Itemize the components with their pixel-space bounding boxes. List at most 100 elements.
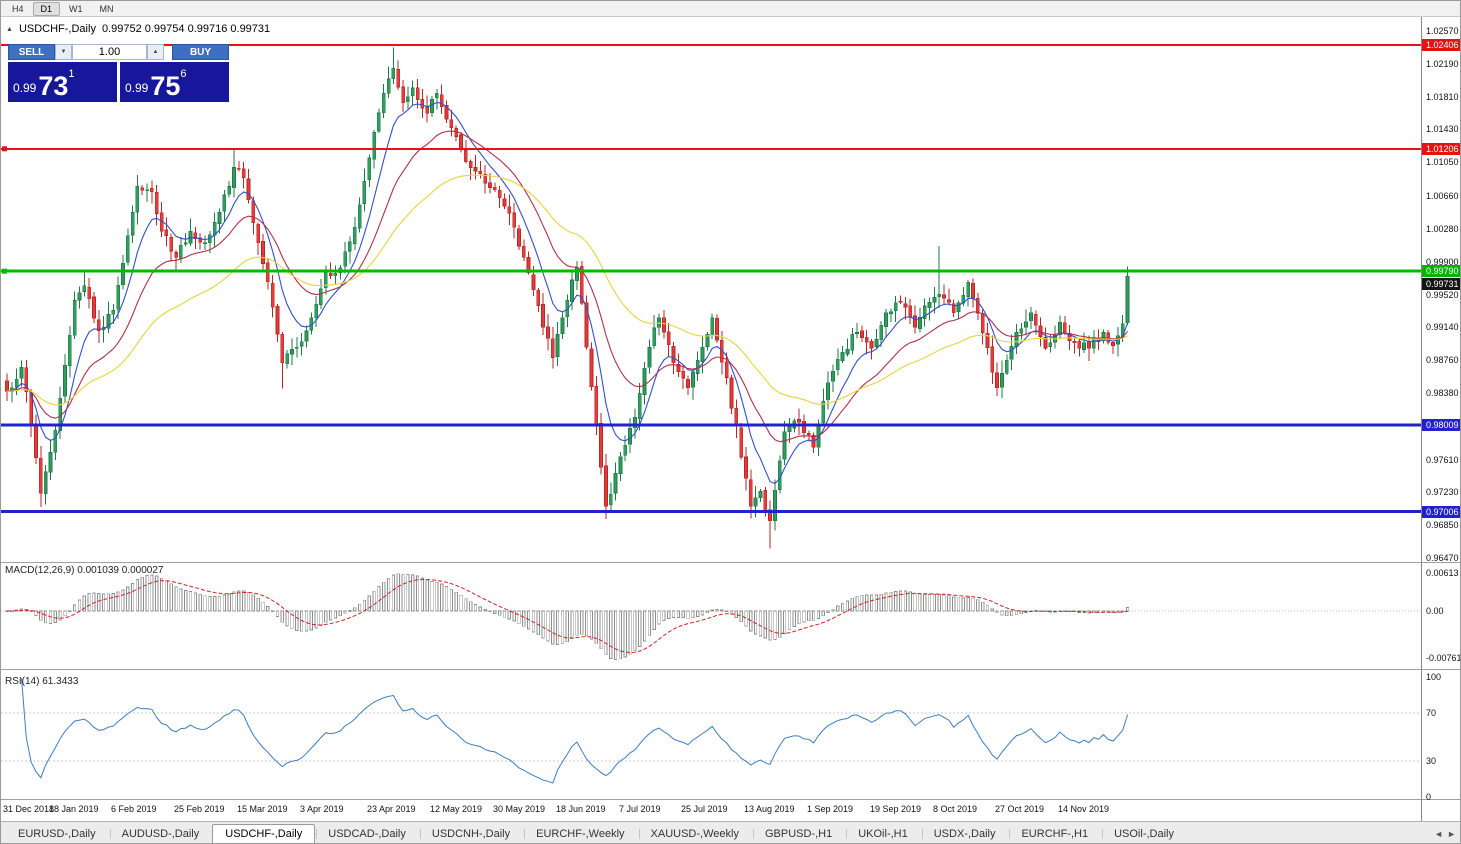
tab-usdx-daily[interactable]: USDX-,Daily xyxy=(921,824,1009,844)
date-label: 15 Mar 2019 xyxy=(237,804,288,814)
price-axis[interactable]: 1.02570 1.02190 1.01810 1.01430 1.01050 1.006… xyxy=(1422,17,1460,821)
macd-histogram xyxy=(5,573,1130,660)
rsi-line xyxy=(21,678,1129,784)
price-tick: 0.98380 xyxy=(1426,388,1459,398)
timeframe-button-w1[interactable]: W1 xyxy=(69,3,83,14)
chart-ohlc-values: 0.99752 0.99754 0.99716 0.99731 xyxy=(101,23,271,35)
ma-fast-line xyxy=(6,101,1129,485)
price-marker: 0.98009 xyxy=(1422,419,1460,431)
date-label: 13 Aug 2019 xyxy=(744,804,795,814)
price-tick: 0.99520 xyxy=(1426,290,1459,300)
timeframe-toolbar: H4 D1 W1 MN xyxy=(1,1,1460,17)
date-label: 8 Oct 2019 xyxy=(933,804,978,814)
buy-price-point: 6 xyxy=(180,68,187,80)
chart-title: ▲ USDCHF-,Daily 0.99752 0.99754 0.99716 … xyxy=(6,23,270,35)
date-label: 27 Oct 2019 xyxy=(995,804,1045,814)
price-tick: 1.01050 xyxy=(1426,157,1459,167)
chart-canvas[interactable] xyxy=(1,17,1461,821)
tab-audusd-daily[interactable]: AUDUSD-,Daily xyxy=(109,824,213,844)
date-label: 25 Jul 2019 xyxy=(681,804,728,814)
price-marker: 0.97006 xyxy=(1422,506,1460,518)
line-handle[interactable] xyxy=(2,146,7,152)
ma-slow-line xyxy=(6,174,1128,406)
price-tick: 1.00660 xyxy=(1426,191,1459,201)
tab-usoil-daily[interactable]: USOil-,Daily xyxy=(1101,824,1187,844)
macd-axis-tick: 0.00 xyxy=(1426,606,1444,616)
date-label: 18 Jan 2019 xyxy=(49,804,99,814)
date-label: 1 Sep 2019 xyxy=(807,804,854,814)
price-tick: 0.97610 xyxy=(1426,455,1459,465)
line-handle[interactable] xyxy=(2,268,7,274)
price-marker: 1.02406 xyxy=(1422,39,1460,51)
date-label: 7 Jul 2019 xyxy=(619,804,661,814)
volume-up-button[interactable]: ▲ xyxy=(147,44,164,60)
buy-price-display[interactable]: 0.99 75 6 xyxy=(120,62,229,102)
ma-medium-line xyxy=(6,130,1129,443)
buy-button[interactable]: BUY xyxy=(172,44,229,60)
sell-price-pips: 73 xyxy=(38,71,69,102)
timeframe-button-h4[interactable]: H4 xyxy=(12,3,24,14)
macd-signal-line xyxy=(7,578,1128,654)
volume-input[interactable]: 1.00 xyxy=(72,44,147,60)
one-click-trading-panel: SELL ▼ 1.00 ▲ BUY 0.99 73 1 0.99 75 6 xyxy=(8,44,229,102)
candlestick-series xyxy=(5,47,1130,549)
tab-scroll-right-icon[interactable]: ► xyxy=(1447,828,1456,839)
price-tick: 0.96470 xyxy=(1426,553,1459,563)
tab-eurchf-h1[interactable]: EURCHF-,H1 xyxy=(1008,824,1101,844)
tab-usdchf-daily[interactable]: USDCHF-,Daily xyxy=(212,823,316,843)
chart-window: ▲ USDCHF-,Daily 0.99752 0.99754 0.99716 … xyxy=(1,17,1461,821)
macd-indicator-label: MACD(12,26,9) 0.001039 0.000027 xyxy=(5,565,164,576)
date-label: 30 May 2019 xyxy=(493,804,546,814)
price-tick: 1.01430 xyxy=(1426,124,1459,134)
rsi-axis-tick: 70 xyxy=(1426,708,1437,718)
price-marker: 1.01206 xyxy=(1422,143,1460,155)
macd-axis-tick: 0.00613 xyxy=(1426,568,1459,578)
price-tick: 1.00280 xyxy=(1426,224,1459,234)
sell-price-display[interactable]: 0.99 73 1 xyxy=(8,62,117,102)
date-label: 14 Nov 2019 xyxy=(1058,804,1110,814)
price-tick: 0.98760 xyxy=(1426,355,1459,365)
sell-price-prefix: 0.99 xyxy=(13,81,37,95)
date-label: 12 May 2019 xyxy=(430,804,483,814)
volume-down-button[interactable]: ▼ xyxy=(55,44,72,60)
price-tick: 1.01810 xyxy=(1426,92,1459,102)
timeframe-button-mn[interactable]: MN xyxy=(99,3,114,14)
tab-xauusd-weekly[interactable]: XAUUSD-,Weekly xyxy=(638,824,752,844)
collapse-panel-icon[interactable]: ▲ xyxy=(6,25,13,33)
sell-button[interactable]: SELL xyxy=(8,44,55,60)
date-label: 31 Dec 2018 xyxy=(3,804,55,814)
tab-scroll-left-icon[interactable]: ◄ xyxy=(1434,828,1444,839)
date-label: 18 Jun 2019 xyxy=(556,804,606,814)
price-tick: 0.99140 xyxy=(1426,322,1459,332)
chart-symbol-label: USDCHF-,Daily xyxy=(18,23,96,35)
tab-eurchf-weekly[interactable]: EURCHF-,Weekly xyxy=(523,824,637,844)
price-tick: 0.99900 xyxy=(1426,257,1459,267)
macd-axis-tick: -0.007612 xyxy=(1426,653,1460,663)
price-tick: 1.02570 xyxy=(1426,26,1459,36)
tab-usdcnh-daily[interactable]: USDCNH-,Daily xyxy=(419,824,523,844)
date-label: 25 Feb 2019 xyxy=(174,804,225,814)
tab-eurusd-daily[interactable]: EURUSD-,Daily xyxy=(18,827,96,840)
price-tick: 0.96850 xyxy=(1426,520,1459,530)
date-label: 19 Sep 2019 xyxy=(870,804,922,814)
timeframe-button-d1[interactable]: D1 xyxy=(32,1,61,16)
rsi-axis-tick: 0 xyxy=(1426,792,1432,802)
rsi-indicator-label: RSI(14) 61.3433 xyxy=(5,676,79,687)
rsi-axis-tick: 30 xyxy=(1426,756,1437,766)
rsi-axis-tick: 100 xyxy=(1426,672,1442,682)
buy-price-pips: 75 xyxy=(150,71,181,102)
date-label: 6 Feb 2019 xyxy=(111,804,157,814)
chart-tab-bar: EURUSD-,Daily AUDUSD-,Daily USDCHF-,Daily U… xyxy=(1,821,1460,844)
sell-price-point: 1 xyxy=(68,68,75,80)
date-label: 3 Apr 2019 xyxy=(300,804,344,814)
tab-gbpusd-h1[interactable]: GBPUSD-,H1 xyxy=(752,824,845,844)
price-marker: 0.99790 xyxy=(1422,265,1460,277)
date-label: 23 Apr 2019 xyxy=(367,804,416,814)
tab-ukoil-h1[interactable]: UKOil-,H1 xyxy=(845,824,921,844)
price-tick: 1.02190 xyxy=(1426,59,1459,69)
price-marker: 0.99731 xyxy=(1422,278,1460,290)
buy-price-prefix: 0.99 xyxy=(125,81,149,95)
tab-usdcad-daily[interactable]: USDCAD-,Daily xyxy=(315,824,419,844)
time-axis[interactable]: 31 Dec 2018 18 Jan 2019 6 Feb 2019 25 Feb 2… xyxy=(1,801,1421,819)
